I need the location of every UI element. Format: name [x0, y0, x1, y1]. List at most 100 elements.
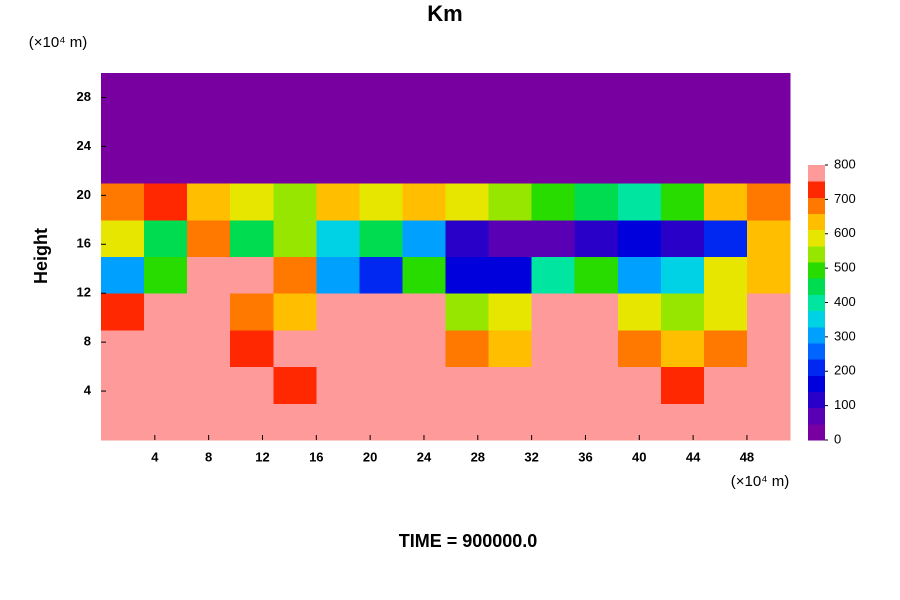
heat-cell: [359, 329, 403, 368]
heat-cell: [488, 73, 533, 111]
heat-cell: [402, 73, 446, 111]
heat-cell: [316, 109, 360, 147]
heat-cell: [488, 366, 533, 404]
heat-cell: [531, 219, 576, 257]
x-tick-label: 28: [471, 449, 485, 464]
x-tick-label: 40: [632, 449, 646, 464]
heat-cell: [703, 109, 748, 147]
heat-cell: [574, 293, 619, 331]
heat-cell: [703, 256, 748, 294]
x-tick-label: 4: [151, 449, 159, 464]
heat-cell: [574, 73, 619, 111]
x-axis-label: (×10⁴ m): [731, 473, 790, 490]
heat-cell: [531, 73, 576, 111]
colorbar-band: [808, 294, 825, 312]
heat-cell: [531, 403, 576, 441]
heat-cell: [488, 293, 533, 331]
heat-cell: [273, 183, 317, 221]
x-tick-label: 36: [578, 449, 592, 464]
heat-cell: [660, 366, 705, 404]
x-tick-label: 24: [417, 449, 432, 464]
heat-cell: [746, 109, 791, 147]
heat-cell: [660, 403, 705, 441]
heat-cell: [230, 219, 274, 257]
heat-cell: [316, 183, 360, 221]
heat-cell: [746, 146, 791, 184]
heat-cell: [230, 403, 274, 441]
colorbar-band: [808, 423, 825, 441]
heat-cell: [187, 219, 231, 257]
heat-cell: [230, 256, 274, 294]
heat-cell: [316, 293, 360, 331]
x-tick-label: 32: [524, 449, 538, 464]
heat-cell: [445, 73, 490, 111]
y-tick-label: 8: [84, 334, 91, 349]
heat-cell: [531, 293, 576, 331]
y-tick-label: 28: [77, 89, 91, 104]
heat-cell: [531, 366, 576, 404]
heat-cell: [488, 403, 533, 441]
heat-cell: [574, 366, 619, 404]
heat-cell: [101, 329, 145, 368]
heat-cell: [531, 183, 576, 221]
heat-cell: [316, 256, 360, 294]
heat-cell: [144, 183, 188, 221]
heat-cell: [660, 256, 705, 294]
heat-cell: [660, 146, 705, 184]
heat-cell: [402, 109, 446, 147]
heat-cell: [617, 329, 662, 368]
heat-cell: [144, 219, 188, 257]
heat-cell: [187, 366, 231, 404]
heat-cell: [660, 73, 705, 111]
heat-cell: [402, 366, 446, 404]
heat-cell: [187, 256, 231, 294]
heat-cell: [746, 256, 791, 294]
heat-cell: [574, 146, 619, 184]
heat-cell: [359, 293, 403, 331]
heat-cell: [445, 329, 490, 368]
heat-cell: [660, 183, 705, 221]
colorbar-band: [808, 342, 825, 360]
heat-cell: [187, 183, 231, 221]
heat-cell: [703, 293, 748, 331]
colorbar-tick-label: 700: [834, 191, 856, 206]
footer: TIME = 900000.0: [399, 531, 538, 551]
heat-cell: [144, 146, 188, 184]
heat-cell: [359, 256, 403, 294]
heat-cell: [703, 329, 748, 368]
colorbar-band: [808, 197, 825, 215]
heat-cell: [746, 73, 791, 111]
heat-cell: [445, 293, 490, 331]
heat-cell: [574, 183, 619, 221]
heat-cell: [746, 219, 791, 257]
colorbar-band: [808, 229, 825, 247]
heat-cell: [230, 366, 274, 404]
heat-cell: [445, 146, 490, 184]
heat-cell: [574, 109, 619, 147]
heat-cell: [531, 329, 576, 368]
colorbar-tick-label: 600: [834, 225, 856, 240]
heat-cell: [445, 366, 490, 404]
colorbar-band: [808, 278, 825, 295]
heat-cell: [144, 256, 188, 294]
heat-cell: [316, 146, 360, 184]
heat-cell: [359, 146, 403, 184]
heat-cell: [660, 293, 705, 331]
heat-cell: [144, 293, 188, 331]
heat-cell: [101, 73, 145, 111]
colorbar-band: [808, 310, 825, 328]
x-tick-label: 12: [255, 449, 269, 464]
heat-cell: [746, 366, 791, 404]
heat-cell: [187, 293, 231, 331]
heat-cell: [488, 219, 533, 257]
heat-cell: [187, 329, 231, 368]
x-tick-label: 16: [309, 449, 323, 464]
colorbar-band: [808, 213, 825, 231]
colorbar-band: [808, 359, 825, 376]
heat-cell: [359, 366, 403, 404]
heat-cell: [445, 183, 490, 221]
heat-cell: [531, 256, 576, 294]
heat-cell: [703, 403, 748, 441]
heat-cell: [359, 219, 403, 257]
colorbar-tick-label: 800: [834, 156, 856, 171]
